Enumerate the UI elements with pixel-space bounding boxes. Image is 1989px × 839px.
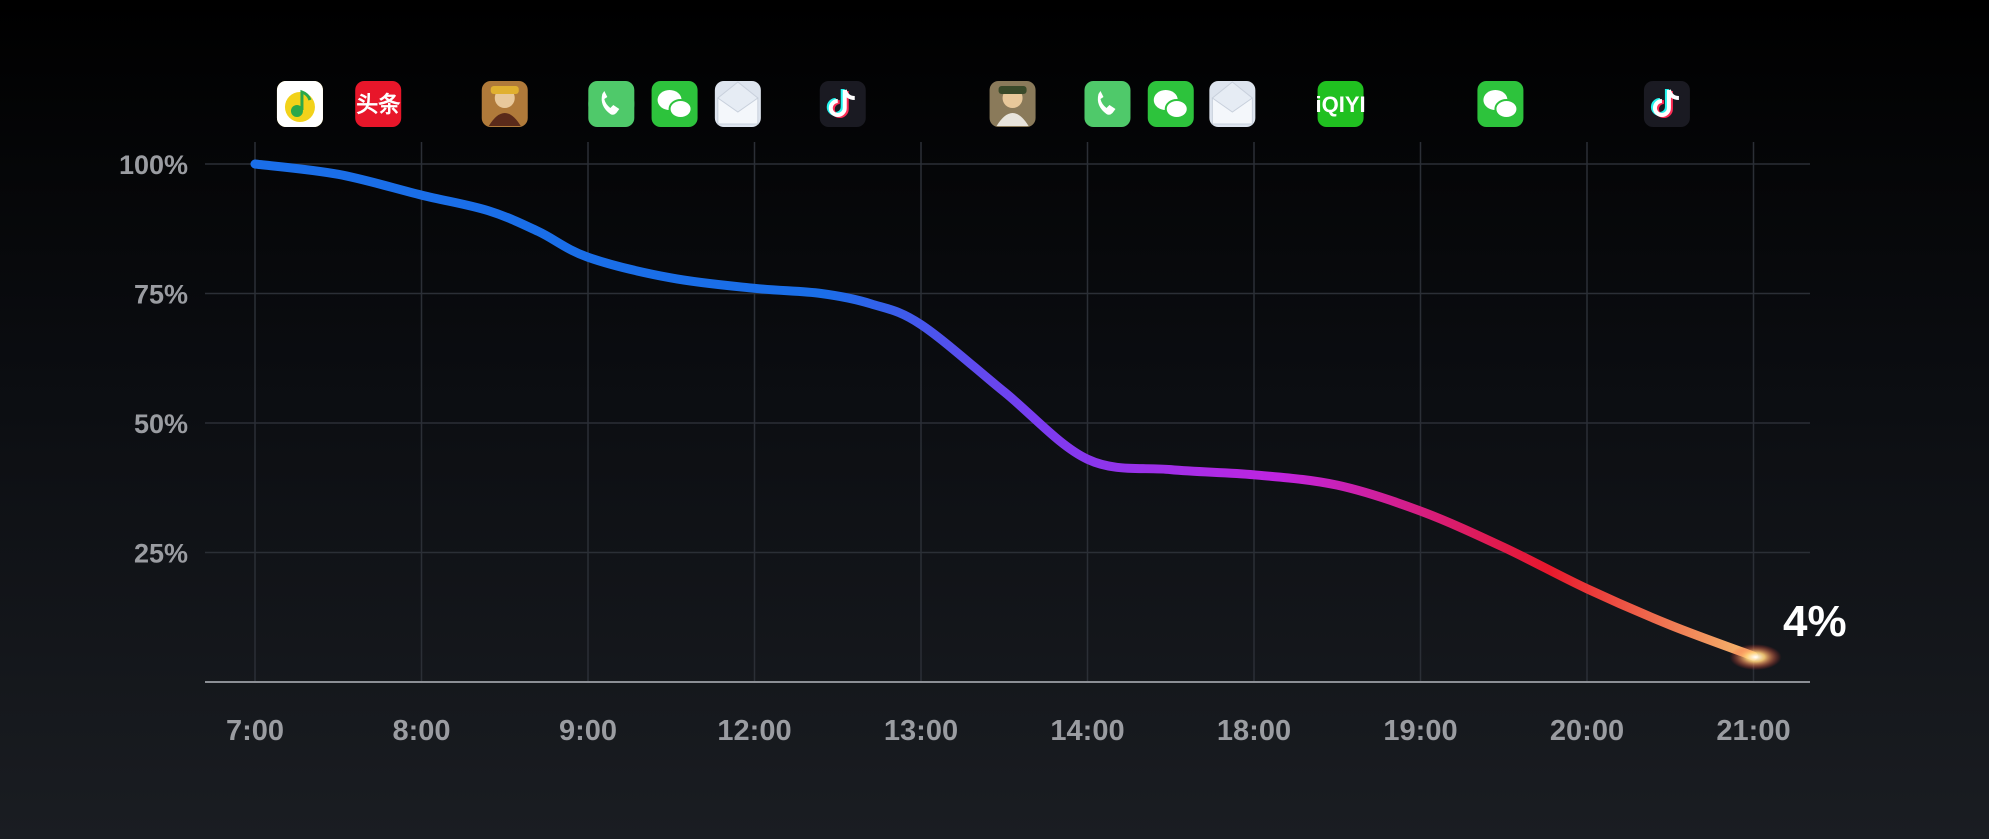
qq-music-icon — [276, 81, 323, 127]
x-tick-label: 18:00 — [1217, 715, 1291, 747]
x-tick-label: 21:00 — [1716, 715, 1790, 747]
x-tick-label: 20:00 — [1550, 715, 1624, 747]
x-tick-label: 9:00 — [559, 715, 617, 747]
app-icon-label: iQIYI — [1316, 92, 1366, 117]
mail-icon — [1209, 81, 1256, 127]
honor-of-kings-icon — [481, 81, 528, 127]
tiktok-icon — [819, 81, 866, 127]
y-tick-label: 50% — [134, 409, 188, 439]
battery-level-line — [250, 159, 1758, 661]
x-tick-label: 12:00 — [717, 715, 791, 747]
toutiao-icon: 头条 — [355, 81, 402, 127]
wechat-icon — [1477, 81, 1524, 127]
wechat-icon — [1147, 81, 1194, 127]
y-tick-label: 75% — [134, 280, 188, 310]
iqiyi-icon: iQIYI — [1316, 81, 1366, 127]
x-tick-label: 7:00 — [226, 715, 284, 747]
pubg-icon — [989, 81, 1036, 127]
x-tick-label: 19:00 — [1383, 715, 1457, 747]
app-icon-label: 头条 — [356, 92, 401, 117]
tiktok-icon — [1643, 81, 1690, 127]
mail-icon — [714, 81, 761, 127]
current-level-label: 4% — [1783, 597, 1847, 646]
phone-icon — [1084, 81, 1131, 127]
x-tick-label: 14:00 — [1050, 715, 1124, 747]
wechat-icon — [651, 81, 698, 127]
axis-ticks: 100% 75% 50% 25% 7:00 8:00 9:00 12:00 13:00 14:00… — [119, 150, 1791, 747]
y-tick-label: 25% — [134, 539, 188, 569]
y-tick-label: 100% — [119, 150, 188, 180]
end-point-glow — [1729, 644, 1782, 671]
grid-lines — [205, 142, 1810, 683]
x-tick-label: 13:00 — [884, 715, 958, 747]
x-tick-label: 8:00 — [392, 715, 450, 747]
phone-icon — [588, 81, 635, 127]
app-icon-row: 头条 iQIYI — [276, 81, 1690, 127]
series-group: 4% — [250, 159, 1847, 671]
